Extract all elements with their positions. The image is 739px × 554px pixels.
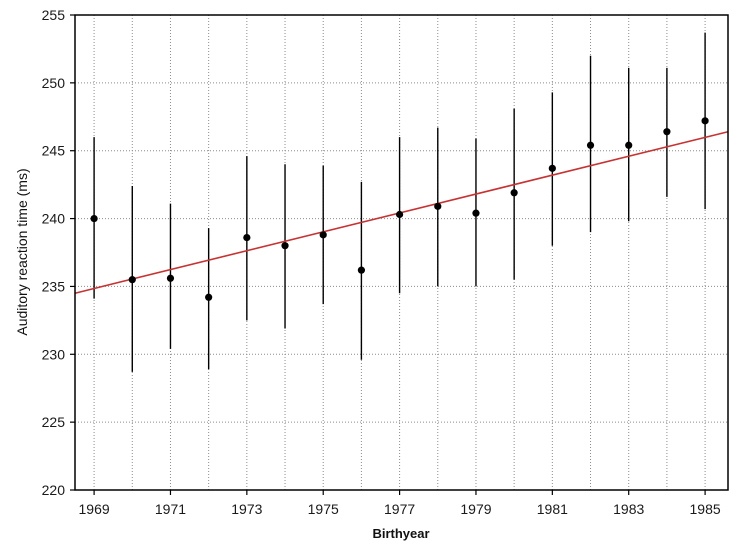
data-point	[357, 266, 366, 274]
y-tick-label: 255	[42, 7, 66, 23]
x-tick-label: 1973	[231, 501, 262, 517]
x-tick-label: 1979	[460, 501, 491, 517]
data-point	[434, 202, 442, 210]
data-point	[701, 117, 709, 125]
y-axis-ticks: 220 225 230 235 240 245 250 255	[42, 7, 75, 498]
data-point	[319, 231, 327, 239]
x-tick-label: 1981	[537, 501, 568, 517]
x-tick-label: 1969	[79, 501, 110, 517]
data-point	[625, 141, 633, 149]
data-point	[510, 189, 518, 197]
x-axis-label: Birthyear	[372, 526, 429, 541]
y-tick-label: 245	[42, 143, 66, 159]
data-point	[281, 242, 289, 250]
plot-background	[75, 15, 728, 490]
y-tick-label: 225	[42, 414, 66, 430]
x-tick-label: 1977	[384, 501, 415, 517]
plot-frame	[74, 14, 729, 491]
data-point	[128, 276, 136, 284]
data-point	[205, 293, 213, 301]
data-point	[90, 214, 98, 223]
data-point	[586, 141, 595, 149]
data-point	[243, 233, 251, 242]
data-point	[548, 164, 556, 172]
y-axis-label: Auditory reaction time (ms)	[14, 168, 30, 335]
y-tick-label: 250	[42, 75, 66, 91]
x-tick-label: 1975	[308, 501, 339, 517]
x-tick-label: 1983	[613, 501, 644, 517]
data-points	[90, 117, 709, 301]
y-tick-label: 235	[42, 278, 66, 294]
y-tick-label: 230	[42, 346, 66, 362]
data-point	[663, 128, 671, 136]
data-point	[472, 209, 480, 217]
y-tick-label: 220	[42, 482, 66, 498]
data-point	[395, 210, 404, 219]
x-tick-label: 1971	[155, 501, 186, 517]
x-tick-label: 1985	[690, 501, 721, 517]
data-point	[166, 274, 175, 282]
y-tick-label: 240	[42, 211, 66, 227]
x-axis-ticks: 1969 1971 1973 1975 1977 1979 1981 1983 1985	[79, 490, 721, 517]
